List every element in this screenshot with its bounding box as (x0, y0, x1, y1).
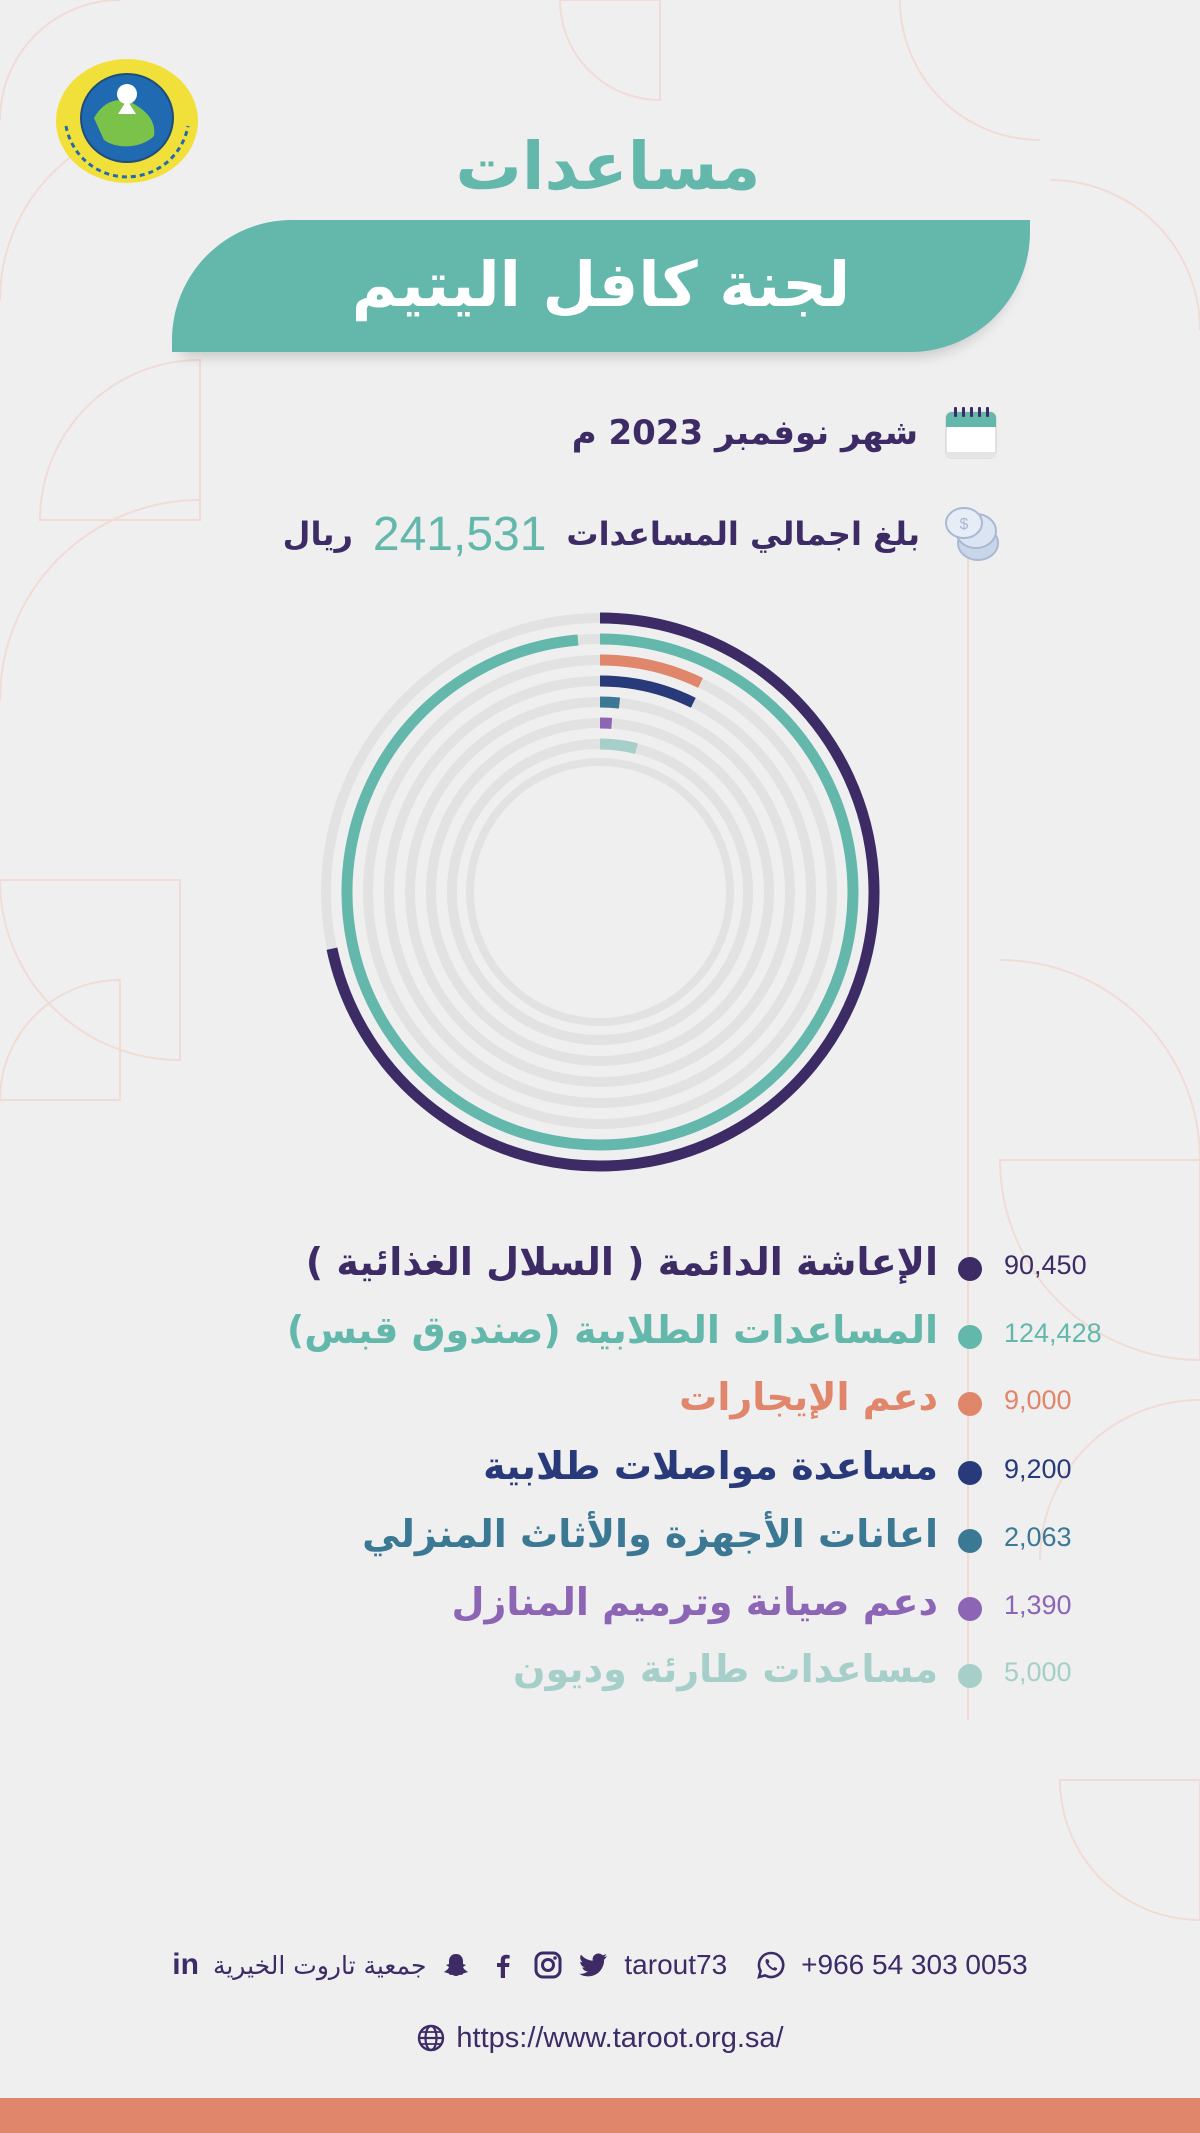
legend-value: 124,428 (1004, 1318, 1102, 1348)
legend-value: 9,200 (1004, 1454, 1072, 1484)
org-name: جمعية تاروت الخيرية (212, 1950, 427, 1980)
chart-arc-7 (599, 738, 638, 754)
globe-icon (416, 2023, 446, 2053)
radial-bar-chart (321, 612, 880, 1172)
total-unit: ريال (282, 515, 353, 553)
website-link[interactable]: https://www.taroot.org.sa/ (456, 2021, 784, 2054)
calendar-icon (940, 402, 1002, 464)
legend-dot (958, 1597, 982, 1621)
legend-dot (958, 1529, 982, 1553)
report-month: شهر نوفمبر 2023 م (571, 413, 918, 453)
organization-logo (56, 59, 198, 183)
contact-row: in جمعية تاروت الخيرية tarout73 +966 54 … (0, 1940, 1200, 1990)
chart-arc-4 (599, 675, 696, 708)
whatsapp-icon[interactable] (755, 1949, 787, 1981)
legend-item: مساعدة مواصلات طلابية 9,200 (0, 1444, 1200, 1504)
chart-track (363, 655, 837, 1129)
chart-arc-5 (599, 696, 621, 709)
legend-label: دعم الإيجارات (679, 1375, 938, 1419)
legend-dot (958, 1664, 982, 1688)
legend-item: دعم صيانة وترميم المنازل 1,390 (0, 1580, 1200, 1640)
legend-dot (958, 1461, 982, 1485)
legend-item: اعانات الأجهزة والأثاث المنزلي 2,063 (0, 1512, 1200, 1572)
facebook-icon[interactable] (486, 1949, 518, 1981)
legend-label: الإعاشة الدائمة ( السلال الغذائية ) (305, 1240, 938, 1284)
chart-track (447, 739, 753, 1045)
month-row: شهر نوفمبر 2023 م (572, 405, 1002, 461)
legend-dot (958, 1257, 982, 1281)
legend-value: 1,390 (1004, 1590, 1072, 1620)
legend-label: مساعدات طارئة وديون (513, 1647, 938, 1691)
legend-item: الإعاشة الدائمة ( السلال الغذائية ) 90,45… (0, 1240, 1200, 1300)
legend-item: مساعدات طارئة وديون 5,000 (0, 1647, 1200, 1707)
legend-dot (958, 1392, 982, 1416)
legend-dot (958, 1325, 982, 1349)
website-row: https://www.taroot.org.sa/ (0, 2014, 1200, 2062)
legend-label: اعانات الأجهزة والأثاث المنزلي (362, 1512, 938, 1556)
committee-name: لجنة كافل اليتيم (351, 248, 851, 321)
page-title: مساعدات (455, 128, 761, 205)
legend-label: دعم صيانة وترميم المنازل (451, 1580, 938, 1624)
coins-icon: $ (940, 503, 1002, 565)
title-banner: لجنة كافل اليتيم (172, 220, 1030, 352)
svg-text:$: $ (960, 516, 969, 533)
total-row: $ بلغ اجمالي المساعدات 241,531 ريال (283, 502, 1002, 566)
legend-item: المساعدات الطلابية (صندوق قبس) 124,428 (0, 1308, 1200, 1368)
legend-value: 90,450 (1004, 1250, 1087, 1280)
social-handle[interactable]: tarout73 (624, 1949, 728, 1980)
snapchat-icon[interactable] (440, 1949, 472, 1981)
total-value: 241,531 (372, 507, 547, 561)
chart-arc-1 (326, 612, 880, 1172)
total-label: بلغ اجمالي المساعدات (566, 515, 920, 553)
legend-label: مساعدة مواصلات طلابية (483, 1444, 938, 1488)
phone-number[interactable]: +966 54 303 0053 (801, 1949, 1028, 1980)
twitter-icon[interactable] (578, 1949, 610, 1981)
chart-arc-2 (341, 633, 859, 1151)
instagram-icon[interactable] (532, 1949, 564, 1981)
chart-arc-3 (599, 654, 703, 688)
legend-value: 9,000 (1004, 1385, 1072, 1415)
legend-label: المساعدات الطلابية (صندوق قبس) (286, 1308, 938, 1352)
legend-item: دعم الإيجارات 9,000 (0, 1375, 1200, 1435)
bottom-accent-bar (0, 2098, 1200, 2133)
legend-value: 5,000 (1004, 1657, 1072, 1687)
linkedin-icon[interactable]: in (172, 1948, 199, 1981)
chart-track (466, 758, 734, 1026)
legend-value: 2,063 (1004, 1522, 1072, 1552)
chart-track (426, 718, 774, 1066)
